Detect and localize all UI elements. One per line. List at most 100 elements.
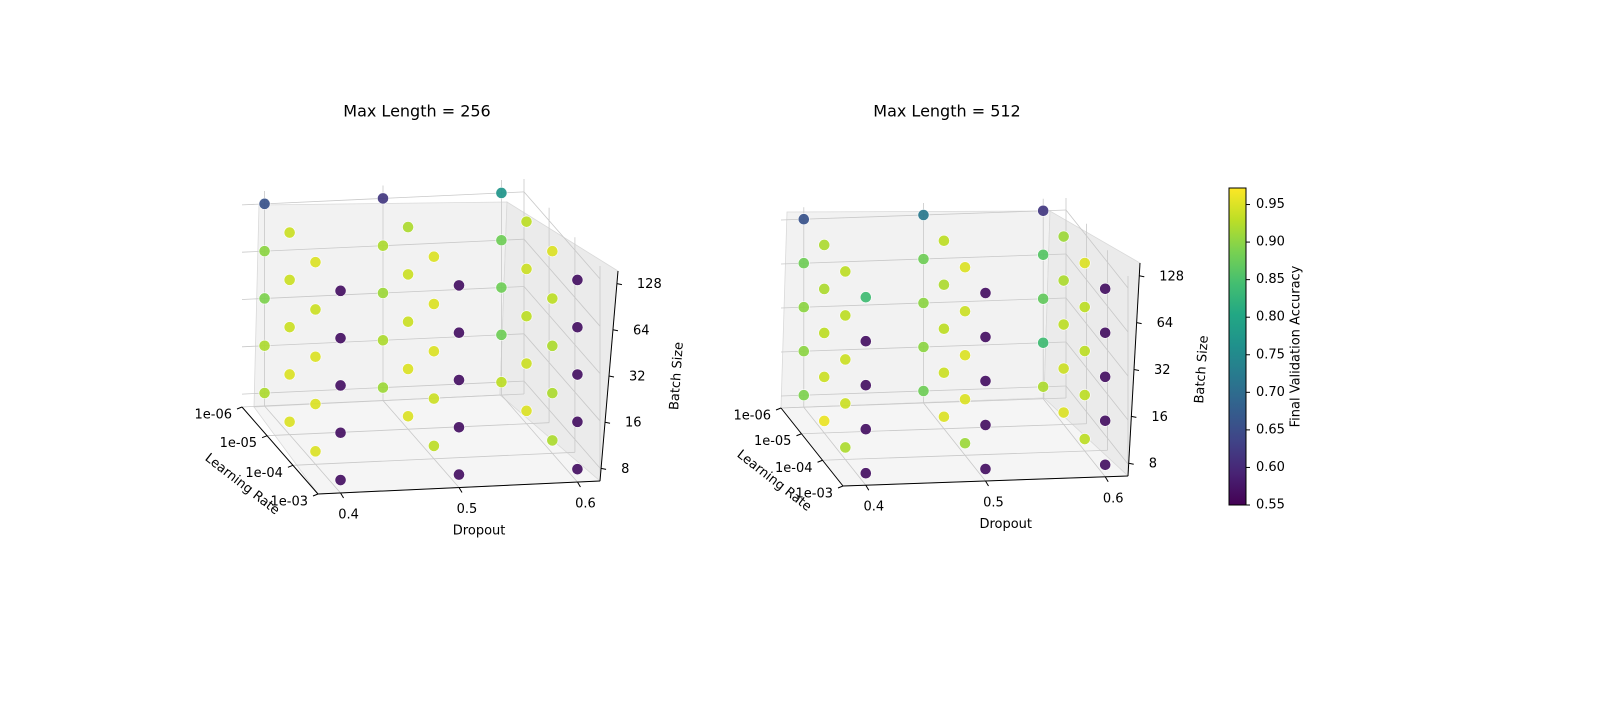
data-point [283, 226, 296, 239]
subplot-title: Max Length = 256 [343, 102, 490, 121]
y-tick-mark [837, 485, 844, 489]
x-tick-mark [577, 481, 581, 488]
y-axis-line [241, 406, 319, 495]
data-point [1037, 204, 1050, 217]
data-point [1057, 362, 1070, 375]
data-point [917, 209, 930, 221]
data-point [1099, 458, 1112, 471]
data-point [402, 410, 414, 423]
data-point [1099, 282, 1112, 295]
colorbar-tick-label: 0.55 [1256, 498, 1285, 513]
z-tick-mark [1131, 415, 1137, 418]
data-point [258, 292, 271, 305]
data-point [495, 376, 508, 389]
data-point [797, 345, 810, 358]
data-point [495, 234, 508, 247]
grid-line [523, 333, 601, 422]
data-point [938, 278, 950, 291]
data-point [959, 305, 971, 318]
data-point [859, 467, 872, 480]
z-tick-mark [1128, 462, 1134, 465]
colorbar: 0.55 0.60 0.65 0.70 0.75 0.80 0.85 0.90 0.95 Fina… [1228, 187, 1304, 513]
data-point [402, 221, 414, 234]
data-point [959, 437, 971, 450]
z-tick-mark [1136, 322, 1142, 325]
data-point [495, 328, 508, 341]
x-tick-label: 0.4 [338, 507, 359, 522]
colorbar-tick-label: 0.65 [1256, 422, 1285, 437]
y-tick-label: 1e-06 [733, 409, 771, 424]
y-axis-label: Learning Rate [202, 451, 282, 518]
z-tick-label: 16 [1151, 410, 1168, 425]
z-tick-label: 128 [1159, 269, 1184, 284]
data-point [258, 245, 271, 258]
z-tick-label: 32 [1154, 363, 1171, 378]
data-point [428, 439, 440, 452]
grid-line [264, 405, 341, 494]
y-tick-label: 1e-04 [775, 461, 813, 476]
z-tick-mark [616, 283, 623, 286]
colorbar-label: Final Validation Accuracy [1289, 265, 1304, 427]
data-point [546, 387, 559, 400]
data-point [334, 426, 347, 439]
data-point [453, 279, 465, 292]
x-tick-label: 0.5 [983, 496, 1004, 511]
y-tick-mark [817, 459, 823, 463]
data-point [571, 415, 584, 428]
x-tick-mark [1104, 476, 1109, 483]
z-tick-mark [600, 467, 607, 470]
grid-line [801, 423, 1087, 435]
grid-line [267, 422, 550, 437]
grid-line [382, 400, 460, 488]
x-tick-mark [985, 480, 989, 487]
grid-line [523, 286, 601, 374]
data-point [428, 392, 440, 405]
data-point [917, 297, 930, 309]
z-tick-mark [1139, 275, 1145, 278]
z-axis-label: Batch Size [1192, 335, 1212, 404]
data-point [402, 363, 414, 375]
data-point [309, 256, 322, 269]
data-point [959, 261, 971, 274]
grid-line [780, 397, 1067, 409]
colorbar-tick-label: 0.85 [1256, 272, 1285, 287]
colorbar-tick-label: 0.80 [1256, 310, 1285, 325]
data-point [917, 253, 930, 265]
z-tick-mark [612, 329, 619, 332]
grid-line [822, 449, 1108, 461]
data-point [520, 215, 533, 228]
subplot-title: Max Length = 512 [873, 102, 1020, 121]
data-point [859, 423, 872, 436]
data-point [258, 339, 271, 352]
z-tick-label: 16 [625, 416, 642, 431]
data-point [334, 332, 347, 345]
x-axis-label: Dropout [979, 517, 1032, 532]
z-tick-label: 64 [633, 323, 650, 338]
data-point [1057, 406, 1070, 419]
data-point [377, 192, 389, 205]
data-point [377, 381, 389, 394]
data-point [453, 468, 465, 481]
data-point [938, 234, 950, 247]
data-point [428, 345, 440, 358]
data-point [839, 309, 852, 322]
data-point [818, 283, 831, 295]
data-point [979, 463, 992, 475]
data-point [520, 404, 533, 417]
data-point [1078, 433, 1091, 445]
grid-line [1065, 341, 1129, 421]
z-tick-label: 128 [637, 277, 662, 292]
data-point [1078, 301, 1091, 313]
data-point [334, 474, 347, 486]
data-point [453, 421, 465, 434]
data-point [453, 374, 465, 386]
data-point [959, 393, 971, 406]
grid-line [523, 380, 601, 469]
data-point [571, 463, 584, 476]
data-point [1078, 345, 1091, 357]
data-point [1057, 230, 1070, 243]
x-tick-label: 0.6 [1103, 491, 1124, 506]
data-point [1037, 248, 1050, 261]
data-point [428, 298, 440, 310]
data-point [839, 441, 852, 454]
